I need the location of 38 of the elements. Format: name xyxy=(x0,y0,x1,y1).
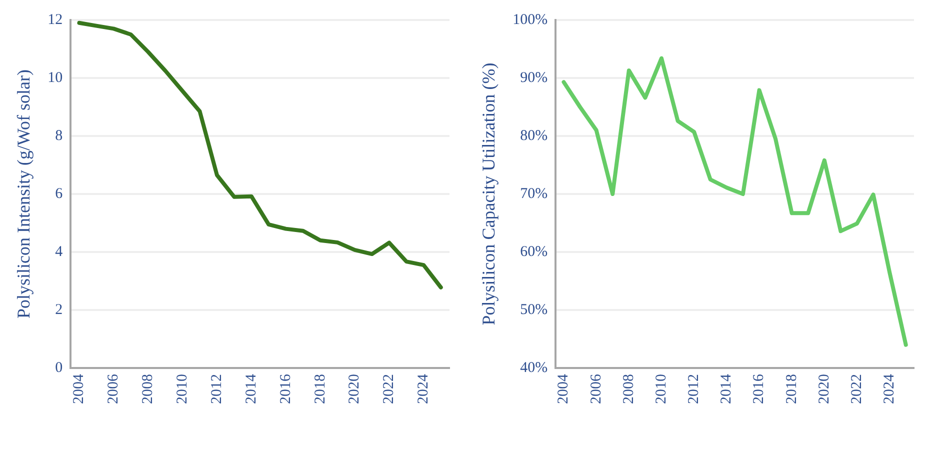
x-tick-label: 2006 xyxy=(588,374,604,404)
y-tick-label: 70% xyxy=(520,186,548,202)
y-tick-label: 80% xyxy=(520,128,548,144)
y-tick-label: 6 xyxy=(55,186,64,202)
x-tick-label: 2020 xyxy=(816,374,832,404)
y-tick-label: 0 xyxy=(55,360,63,376)
y-tick-label: 12 xyxy=(48,12,63,28)
x-tick-label: 2014 xyxy=(718,374,735,404)
y-tick-label: 60% xyxy=(520,244,548,260)
x-tick-label: 2018 xyxy=(784,374,800,404)
y-tick-label: 40% xyxy=(520,360,548,376)
x-tick-label: 2014 xyxy=(243,374,260,404)
x-tick-label: 2020 xyxy=(346,374,363,404)
x-tick-label: 2008 xyxy=(140,374,156,404)
x-tick-label: 2016 xyxy=(278,374,294,404)
x-tick-label: 2016 xyxy=(751,374,768,404)
y-tick-label: 8 xyxy=(55,128,63,144)
x-tick-label: 2008 xyxy=(620,374,637,404)
x-tick-label: 2024 xyxy=(416,374,432,404)
y-tick-label: 90% xyxy=(520,70,548,86)
x-tick-label: 2024 xyxy=(882,374,898,404)
x-tick-label: 2010 xyxy=(174,374,190,404)
y-axis-title: Polysilicon Capacity Utilization (%) xyxy=(478,62,499,326)
x-tick-label: 2012 xyxy=(208,374,225,404)
y-axis-title: Polysilicon Intensity (g/Wof solar) xyxy=(14,69,34,319)
x-tick-label: 2004 xyxy=(71,374,88,404)
x-tick-label: 2012 xyxy=(686,374,702,404)
x-tick-label: 2022 xyxy=(381,374,398,404)
y-tick-label: 100% xyxy=(512,12,548,28)
y-tick-label: 10 xyxy=(48,70,63,86)
x-tick-label: 2010 xyxy=(653,374,670,404)
y-tick-label: 50% xyxy=(520,302,548,318)
x-tick-label: 2004 xyxy=(556,374,572,404)
x-tick-label: 2022 xyxy=(848,374,865,404)
x-tick-label: 2018 xyxy=(312,374,328,404)
y-tick-label: 2 xyxy=(55,302,63,318)
y-tick-label: 4 xyxy=(55,244,64,260)
x-tick-label: 2006 xyxy=(106,374,122,404)
